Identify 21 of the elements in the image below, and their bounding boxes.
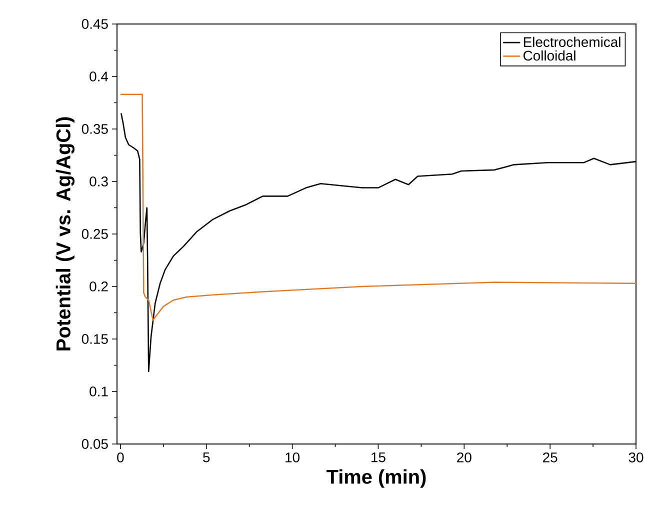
y-tick-label: 0.45 bbox=[82, 19, 108, 29]
y-tick-label: 0.1 bbox=[90, 386, 108, 396]
y-tick-label: 0.3 bbox=[90, 176, 108, 186]
y-axis-title: Potential (V vs. Ag/AgCl) bbox=[56, 117, 74, 350]
y-tick-label: 0.4 bbox=[90, 72, 108, 82]
x-tick-label: 25 bbox=[543, 452, 558, 462]
x-tick-label: 30 bbox=[628, 452, 644, 462]
x-tick-label: 20 bbox=[457, 452, 472, 462]
x-tick-label: 10 bbox=[286, 452, 300, 462]
x-tick-label: 15 bbox=[372, 452, 386, 462]
line-series bbox=[120, 94, 636, 321]
x-tick-label: 5 bbox=[203, 452, 210, 462]
y-tick-label: 0.25 bbox=[82, 229, 108, 239]
x-tick-label: 0 bbox=[117, 452, 124, 462]
legend-label: Electrochemical bbox=[524, 36, 620, 48]
legend-label: Colloidal bbox=[524, 50, 576, 61]
y-tick-label: 0.35 bbox=[82, 124, 108, 134]
y-tick-label: 0.05 bbox=[82, 439, 108, 449]
y-tick-label: 0.2 bbox=[90, 282, 108, 292]
y-tick-label: 0.15 bbox=[82, 334, 108, 344]
x-axis-title: Time (min) bbox=[326, 469, 426, 488]
